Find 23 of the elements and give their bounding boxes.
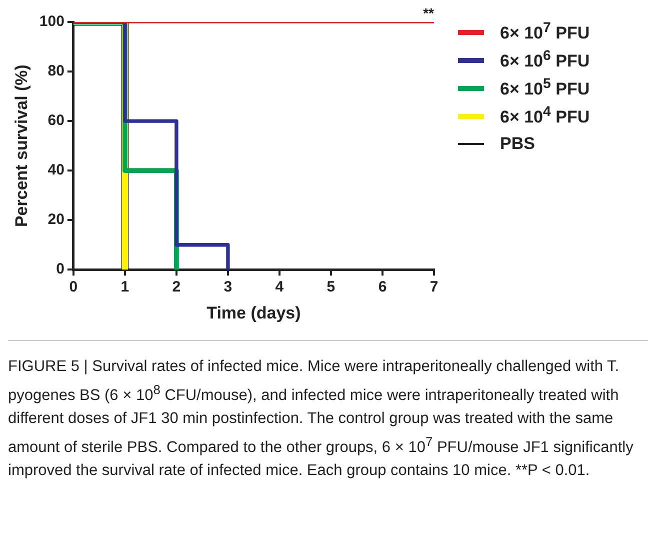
legend-label: PBS: [500, 134, 535, 154]
y-tick-label: 60: [48, 112, 64, 130]
legend-label: 6× 10$^{4}$ PFU: [500, 104, 590, 128]
x-tick-label: 3: [224, 278, 232, 296]
y-tick-label: 80: [48, 62, 64, 80]
legend-label: 6× 10$^{5}$ PFU: [500, 76, 590, 100]
x-tick-label: 5: [326, 278, 336, 296]
legend-label: 6× 10$^{7}$ PFU: [500, 20, 590, 44]
x-tick-label: 7: [430, 278, 438, 296]
x-tick-label: 1: [120, 278, 130, 296]
y-tick-label: 40: [48, 162, 64, 179]
y-axis-title: Percent survival (%): [12, 64, 31, 228]
y-tick-label: 100: [39, 13, 64, 30]
x-axis-title: Time (days): [206, 303, 301, 322]
y-tick-label: 0: [56, 260, 64, 278]
x-tick-label: 4: [275, 278, 284, 296]
x-tick-label: 6: [378, 278, 387, 296]
legend-label: 6× 10$^{6}$ PFU: [500, 48, 590, 72]
x-tick-label: 0: [69, 278, 78, 296]
text: FIGURE 5 | Survival rates of infected mice. Mice were intraperitoneally challenged with T. pyogenes BS (6 × 10$^{8}$ CFU/mouse), and infected mice were intraperitoneally treated with different doses of JF1 30 min postinfection. The control group was treated with the same amount of sterile PBS. Compared to the other groups, 6 × 10$^{7}$ PFU/mouse JF1 significantly improved the survival rate of infected mice. Each group contains 10 mice. **P < 0.01.: [8, 358, 634, 480]
y-tick-label: 20: [48, 211, 64, 228]
annotation: **: [423, 4, 435, 21]
x-tick-label: 2: [172, 278, 181, 296]
